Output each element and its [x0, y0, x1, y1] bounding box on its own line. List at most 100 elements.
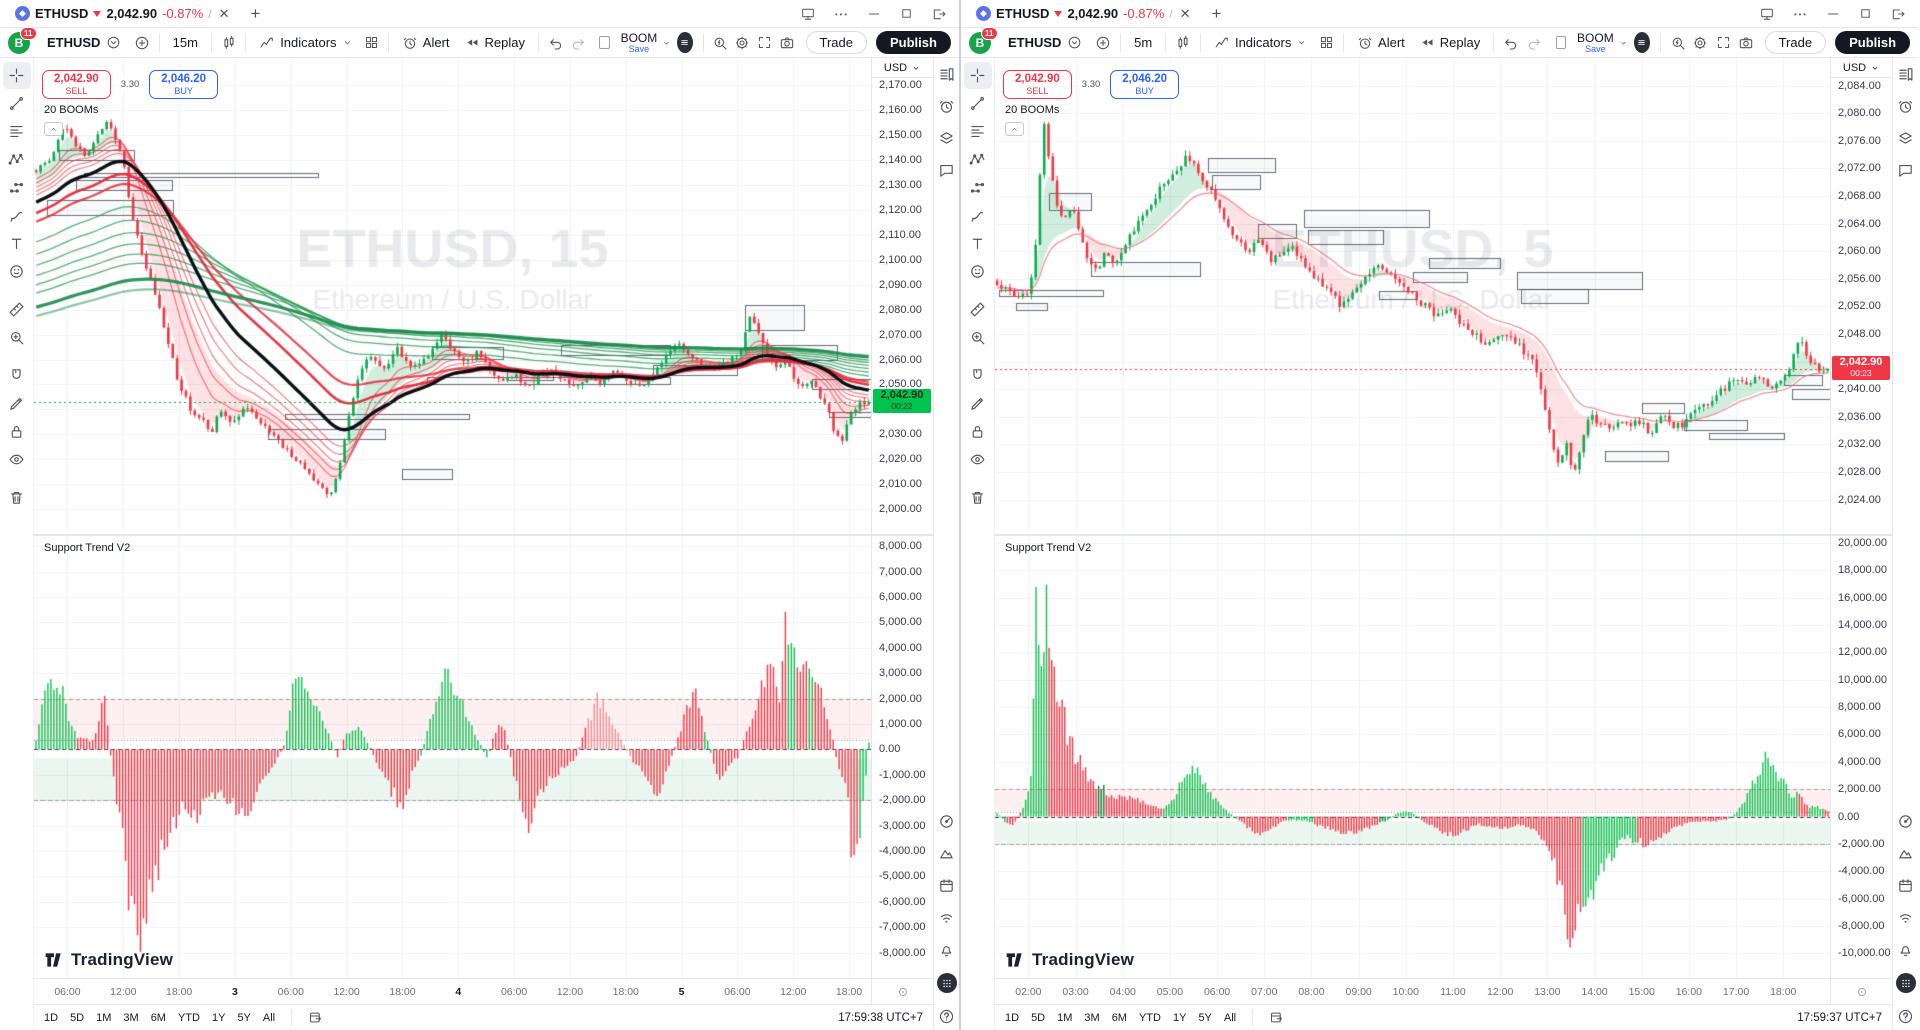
minimize-icon[interactable] [866, 6, 882, 22]
hide-drawings-tool[interactable] [3, 446, 31, 473]
currency-selector[interactable]: USD [1831, 58, 1892, 78]
brush-tool[interactable] [3, 202, 31, 229]
new-tab-button[interactable]: + [1211, 3, 1222, 23]
compare-add-button[interactable] [1093, 30, 1113, 56]
go-to-date-button[interactable] [1269, 1010, 1284, 1025]
layout-avatar[interactable] [1633, 32, 1650, 53]
replay-button[interactable]: Replay [1414, 32, 1486, 53]
calendar-icon[interactable] [1897, 877, 1914, 894]
chat-icon[interactable] [938, 162, 955, 179]
alert-button[interactable]: Alert [396, 32, 456, 54]
chart-tab[interactable]: ◆ ETHUSD 2,042.90 -0.87% / ✕ [967, 0, 1202, 27]
help-icon[interactable] [938, 1008, 955, 1025]
lower-indicator-label[interactable]: Support Trend V2 [1005, 542, 1092, 554]
watchlist-icon[interactable] [938, 66, 955, 83]
user-avatar[interactable]: B 11 [969, 26, 998, 54]
publish-button[interactable]: Publish [1835, 31, 1911, 54]
remove-drawings-tool[interactable] [3, 484, 31, 511]
magnet-tool[interactable] [3, 362, 31, 389]
settings-button[interactable] [733, 30, 752, 56]
manage-layouts-icon[interactable] [1759, 6, 1775, 22]
hotlists-icon[interactable] [1897, 845, 1914, 862]
maximize-icon[interactable] [899, 6, 914, 21]
range-button-1d[interactable]: 1D [44, 1011, 59, 1024]
new-tab-button[interactable]: + [250, 3, 261, 23]
sell-button[interactable]: 2,042.90 SELL [42, 70, 111, 99]
clock[interactable]: 17:59:38 UTC+7 [838, 1011, 923, 1024]
calendar-icon[interactable] [938, 877, 955, 894]
lock-drawings-tool[interactable] [964, 418, 992, 445]
range-button-1y[interactable]: 1Y [211, 1011, 226, 1024]
time-axis[interactable]: 06:00 12:00 18:00 3 06:00 12:00 18:00 4 06:00 12:… [34, 978, 933, 1004]
fib-tool[interactable] [3, 118, 31, 145]
tradingview-logo[interactable]: TradingView [44, 950, 173, 970]
fullscreen-button[interactable] [755, 30, 774, 56]
hotlists-icon[interactable] [938, 845, 955, 862]
axis-settings-icon[interactable] [1830, 979, 1892, 1004]
remove-drawings-tool[interactable] [964, 484, 992, 511]
symbol-search-button[interactable]: ETHUSD [1000, 32, 1090, 53]
trade-button[interactable]: Trade [805, 31, 867, 54]
range-button-3m[interactable]: 3M [1084, 1011, 1100, 1024]
quick-search-button[interactable] [711, 30, 730, 56]
indicator-templates-button[interactable] [1316, 30, 1336, 56]
interval-button[interactable]: 5m [1134, 35, 1153, 50]
overlay-indicator-label[interactable]: 20 BOOMs [44, 104, 99, 116]
emoji-tool[interactable] [964, 258, 992, 285]
buy-button[interactable]: 2,046.20 BUY [149, 70, 219, 99]
range-button-all[interactable]: All [1223, 1011, 1237, 1024]
layout-checkbox[interactable] [599, 36, 610, 49]
snapshot-button[interactable] [1736, 30, 1756, 56]
publish-button[interactable]: Publish [876, 31, 951, 54]
zoom-in-tool[interactable] [964, 324, 992, 351]
redo-button[interactable] [568, 30, 587, 56]
interval-button[interactable]: 15m [172, 35, 198, 50]
trendline-tool[interactable] [3, 90, 31, 117]
chart-style-button[interactable] [1173, 30, 1193, 56]
hide-drawings-tool[interactable] [964, 446, 992, 473]
lower-indicator-label[interactable]: Support Trend V2 [44, 542, 131, 554]
currency-selector[interactable]: USD [872, 58, 933, 78]
pane-separator[interactable] [34, 534, 933, 536]
alerts-icon[interactable] [1897, 98, 1914, 115]
zoom-in-tool[interactable] [3, 324, 31, 351]
watchlist-icon[interactable] [1897, 66, 1914, 83]
range-button-all[interactable]: All [262, 1011, 276, 1024]
emoji-tool[interactable] [3, 258, 31, 285]
crosshair-tool[interactable] [963, 62, 992, 89]
popout-icon[interactable] [1890, 6, 1906, 22]
range-button-ytd[interactable]: YTD [1138, 1011, 1161, 1024]
fib-tool[interactable] [964, 118, 992, 145]
manage-layouts-icon[interactable] [800, 6, 816, 22]
text-tool[interactable] [964, 230, 992, 257]
axis-settings-icon[interactable] [871, 979, 933, 1004]
go-to-date-button[interactable] [308, 1010, 323, 1025]
save-label[interactable]: Save [1585, 43, 1606, 54]
redo-button[interactable] [1524, 30, 1544, 56]
price-chart[interactable]: 2,042.90 SELL 3.30 2,046.20 BUY 20 BOOMs [995, 58, 1830, 534]
popout-icon[interactable] [931, 6, 947, 22]
settings-button[interactable] [1690, 30, 1710, 56]
range-button-ytd[interactable]: YTD [177, 1011, 200, 1024]
user-avatar[interactable]: B 11 [8, 26, 37, 54]
compare-add-button[interactable] [132, 30, 151, 56]
help-icon[interactable] [1897, 1008, 1914, 1025]
range-button-6m[interactable]: 6M [1111, 1011, 1127, 1024]
tradingview-logo[interactable]: TradingView [1005, 950, 1134, 970]
range-button-1y[interactable]: 1Y [1172, 1011, 1187, 1024]
streams-icon[interactable] [938, 909, 955, 926]
apps-menu-icon[interactable] [936, 973, 957, 993]
range-button-3m[interactable]: 3M [123, 1011, 139, 1024]
technicals-icon[interactable] [938, 813, 955, 830]
layout-avatar[interactable] [677, 32, 693, 53]
drawing-mode-tool[interactable] [3, 390, 31, 417]
more-options-icon[interactable] [833, 6, 849, 22]
technicals-icon[interactable] [1897, 813, 1914, 830]
alerts-icon[interactable] [938, 98, 955, 115]
pattern-tool[interactable] [3, 146, 31, 173]
trendline-tool[interactable] [964, 90, 992, 117]
price-axis[interactable]: USD 2,024.00 2,028.00 2,032.00 2,036.00 2,04… [1830, 58, 1892, 534]
chart-tab[interactable]: ◆ ETHUSD 2,042.90 -0.87% / ✕ [6, 0, 241, 27]
range-button-5d[interactable]: 5D [1031, 1011, 1046, 1024]
symbol-search-button[interactable]: ETHUSD [39, 32, 129, 53]
